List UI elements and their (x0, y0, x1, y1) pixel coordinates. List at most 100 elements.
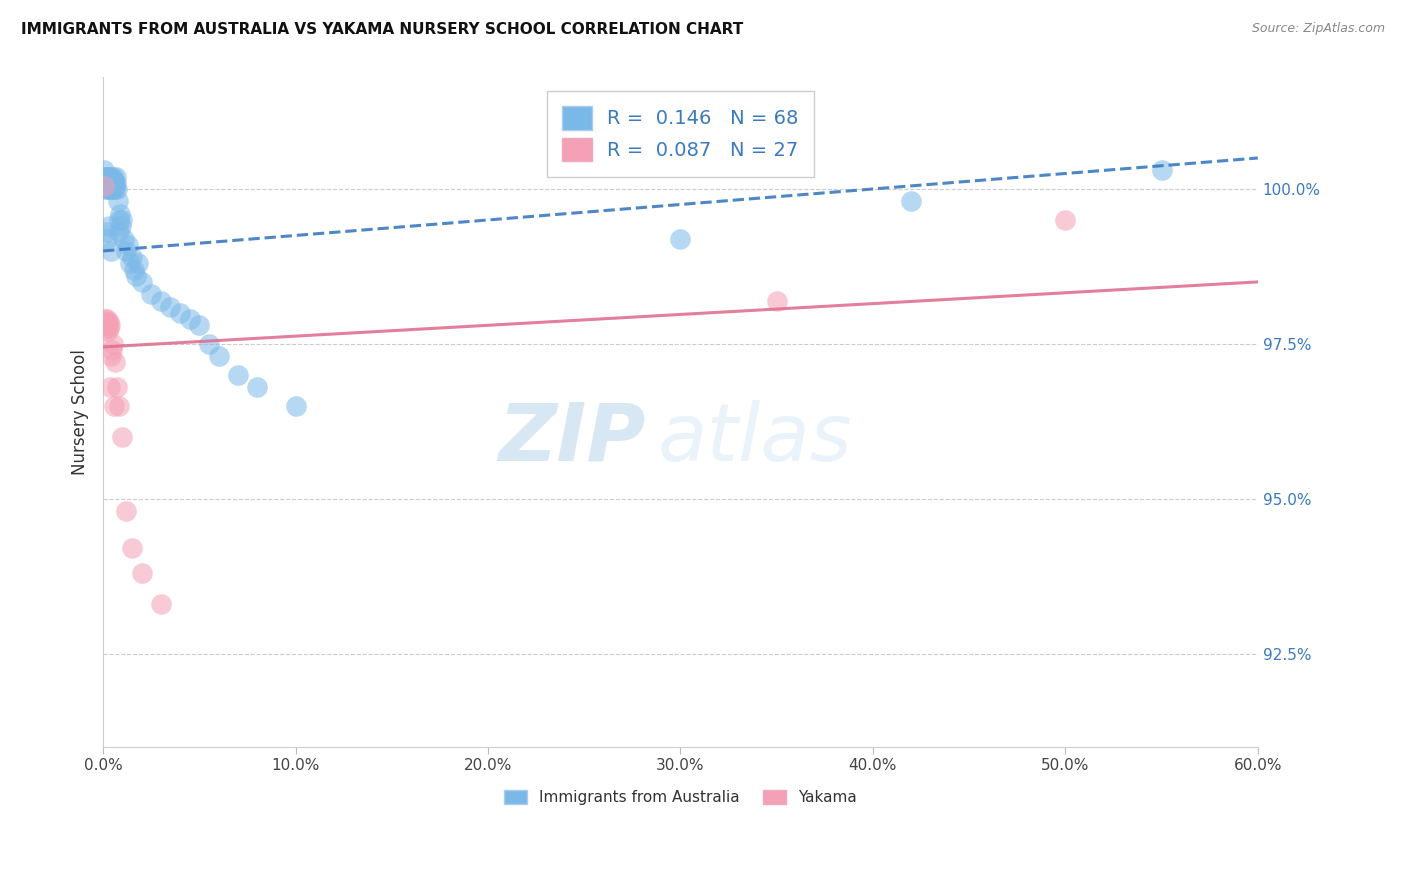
Point (100, 182, 122, 196)
Point (149, 597, 172, 611)
Point (94, 318, 117, 333)
Point (669, 231, 692, 245)
Text: ZIP: ZIP (499, 400, 645, 478)
Point (104, 182, 127, 196)
Point (115, 504, 138, 518)
Point (149, 293, 172, 308)
Point (97, 182, 120, 196)
Point (125, 268, 148, 283)
Point (94, 182, 117, 196)
Point (100, 380, 122, 394)
Point (207, 349, 229, 363)
Point (121, 541, 143, 556)
Point (103, 399, 125, 413)
Text: Source: ZipAtlas.com: Source: ZipAtlas.com (1251, 22, 1385, 36)
Point (169, 306, 191, 320)
Point (97, 169, 120, 184)
Point (104, 355, 127, 369)
Point (107, 213, 129, 227)
Point (104, 169, 127, 184)
Point (101, 176, 124, 190)
Point (101, 337, 124, 351)
Point (96, 312, 118, 326)
Point (765, 293, 787, 308)
Point (101, 169, 124, 184)
Point (97, 219, 120, 234)
Point (1150, 163, 1173, 178)
Text: atlas: atlas (658, 400, 852, 478)
Point (97, 172, 120, 186)
Point (103, 176, 125, 190)
Point (105, 176, 128, 190)
Point (108, 225, 131, 239)
Point (131, 566, 153, 581)
Point (100, 176, 122, 190)
Point (94, 225, 117, 239)
Point (226, 368, 249, 382)
Point (93, 163, 115, 178)
Point (96, 176, 118, 190)
Point (1054, 213, 1077, 227)
Legend: Immigrants from Australia, Yakama: Immigrants from Australia, Yakama (496, 782, 865, 813)
Point (110, 207, 132, 221)
Point (117, 237, 139, 252)
Y-axis label: Nursery School: Nursery School (72, 349, 89, 475)
Point (98, 318, 121, 333)
Point (111, 430, 134, 444)
Point (159, 300, 181, 314)
Point (93, 315, 115, 329)
Point (96, 318, 118, 333)
Point (98, 176, 121, 190)
Point (101, 178, 124, 193)
Point (98, 169, 121, 184)
Point (105, 182, 128, 196)
Point (93, 169, 115, 184)
Point (93, 178, 115, 193)
Point (107, 194, 129, 209)
Point (246, 380, 269, 394)
Point (131, 275, 153, 289)
Point (900, 194, 922, 209)
Point (98, 178, 121, 193)
Point (101, 172, 124, 186)
Point (141, 287, 163, 301)
Point (120, 256, 142, 270)
Point (179, 312, 201, 326)
Point (98, 172, 121, 186)
Point (100, 349, 122, 363)
Point (198, 337, 221, 351)
Point (96, 182, 118, 196)
Point (112, 231, 135, 245)
Point (96, 315, 118, 329)
Point (103, 172, 125, 186)
Point (127, 256, 149, 270)
Point (121, 250, 143, 264)
Point (105, 380, 128, 394)
Point (101, 343, 124, 357)
Point (96, 176, 118, 190)
Point (96, 169, 118, 184)
Point (97, 325, 120, 339)
Point (107, 399, 129, 413)
Point (94, 312, 117, 326)
Point (97, 178, 120, 193)
Point (94, 169, 117, 184)
Point (284, 399, 307, 413)
Point (94, 321, 117, 335)
Point (188, 318, 211, 333)
Point (104, 178, 127, 193)
Point (111, 213, 134, 227)
Point (94, 172, 117, 186)
Point (97, 315, 120, 329)
Point (96, 178, 118, 193)
Point (96, 231, 118, 245)
Point (110, 219, 132, 234)
Point (101, 182, 124, 196)
Point (100, 182, 122, 196)
Point (122, 262, 145, 277)
Text: IMMIGRANTS FROM AUSTRALIA VS YAKAMA NURSERY SCHOOL CORRELATION CHART: IMMIGRANTS FROM AUSTRALIA VS YAKAMA NURS… (21, 22, 744, 37)
Point (97, 321, 120, 335)
Point (115, 244, 138, 258)
Point (100, 169, 122, 184)
Point (100, 244, 122, 258)
